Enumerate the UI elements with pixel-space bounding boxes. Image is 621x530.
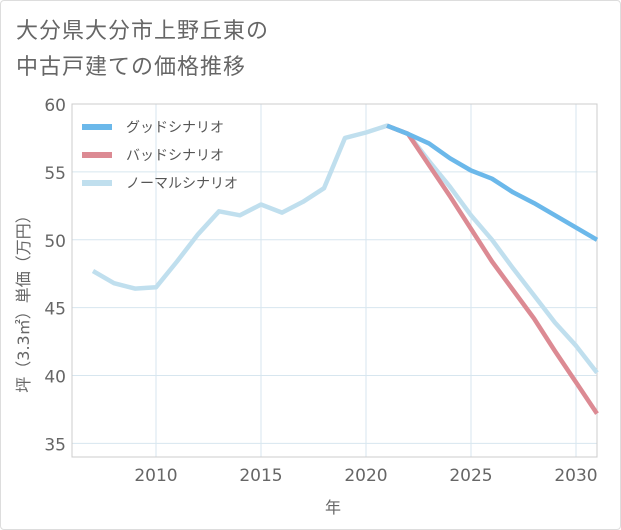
x-tick-label: 2025 bbox=[449, 466, 492, 486]
y-tick-label: 50 bbox=[44, 232, 66, 252]
x-axis-label: 年 bbox=[325, 498, 341, 517]
x-tick-label: 2015 bbox=[239, 466, 282, 486]
axes: 35 40 45 50 55 60 2010 2015 2020 2025 2030 bbox=[44, 96, 597, 486]
legend-label: バッドシナリオ bbox=[126, 148, 224, 164]
plot-area-border bbox=[71, 103, 598, 458]
legend-label: ノーマルシナリオ bbox=[126, 176, 238, 192]
series-line-3 bbox=[91, 123, 599, 375]
chart-title-line1: 大分県大分市上野丘東の bbox=[16, 19, 270, 44]
y-tick-label: 55 bbox=[44, 164, 66, 184]
y-tick-label: 35 bbox=[44, 435, 66, 455]
series-line-1 bbox=[386, 123, 599, 242]
y-axis-label: 坪（3.3㎡）単価（万円） bbox=[14, 207, 33, 392]
x-tick-label: 2020 bbox=[344, 466, 387, 486]
series-group bbox=[91, 123, 599, 415]
grid bbox=[72, 103, 597, 457]
series-line-2 bbox=[386, 123, 599, 415]
x-tick-label: 2030 bbox=[554, 466, 597, 486]
x-tick-label: 2010 bbox=[134, 466, 177, 486]
y-tick-label: 40 bbox=[44, 368, 66, 388]
y-tick-label: 60 bbox=[44, 96, 66, 116]
legend-label: グッドシナリオ bbox=[126, 120, 224, 136]
y-tick-label: 45 bbox=[44, 300, 66, 320]
chart-title: 大分県大分市上野丘東の 中古戸建ての価格推移 bbox=[16, 14, 269, 86]
chart-title-line2: 中古戸建ての価格推移 bbox=[16, 55, 247, 80]
